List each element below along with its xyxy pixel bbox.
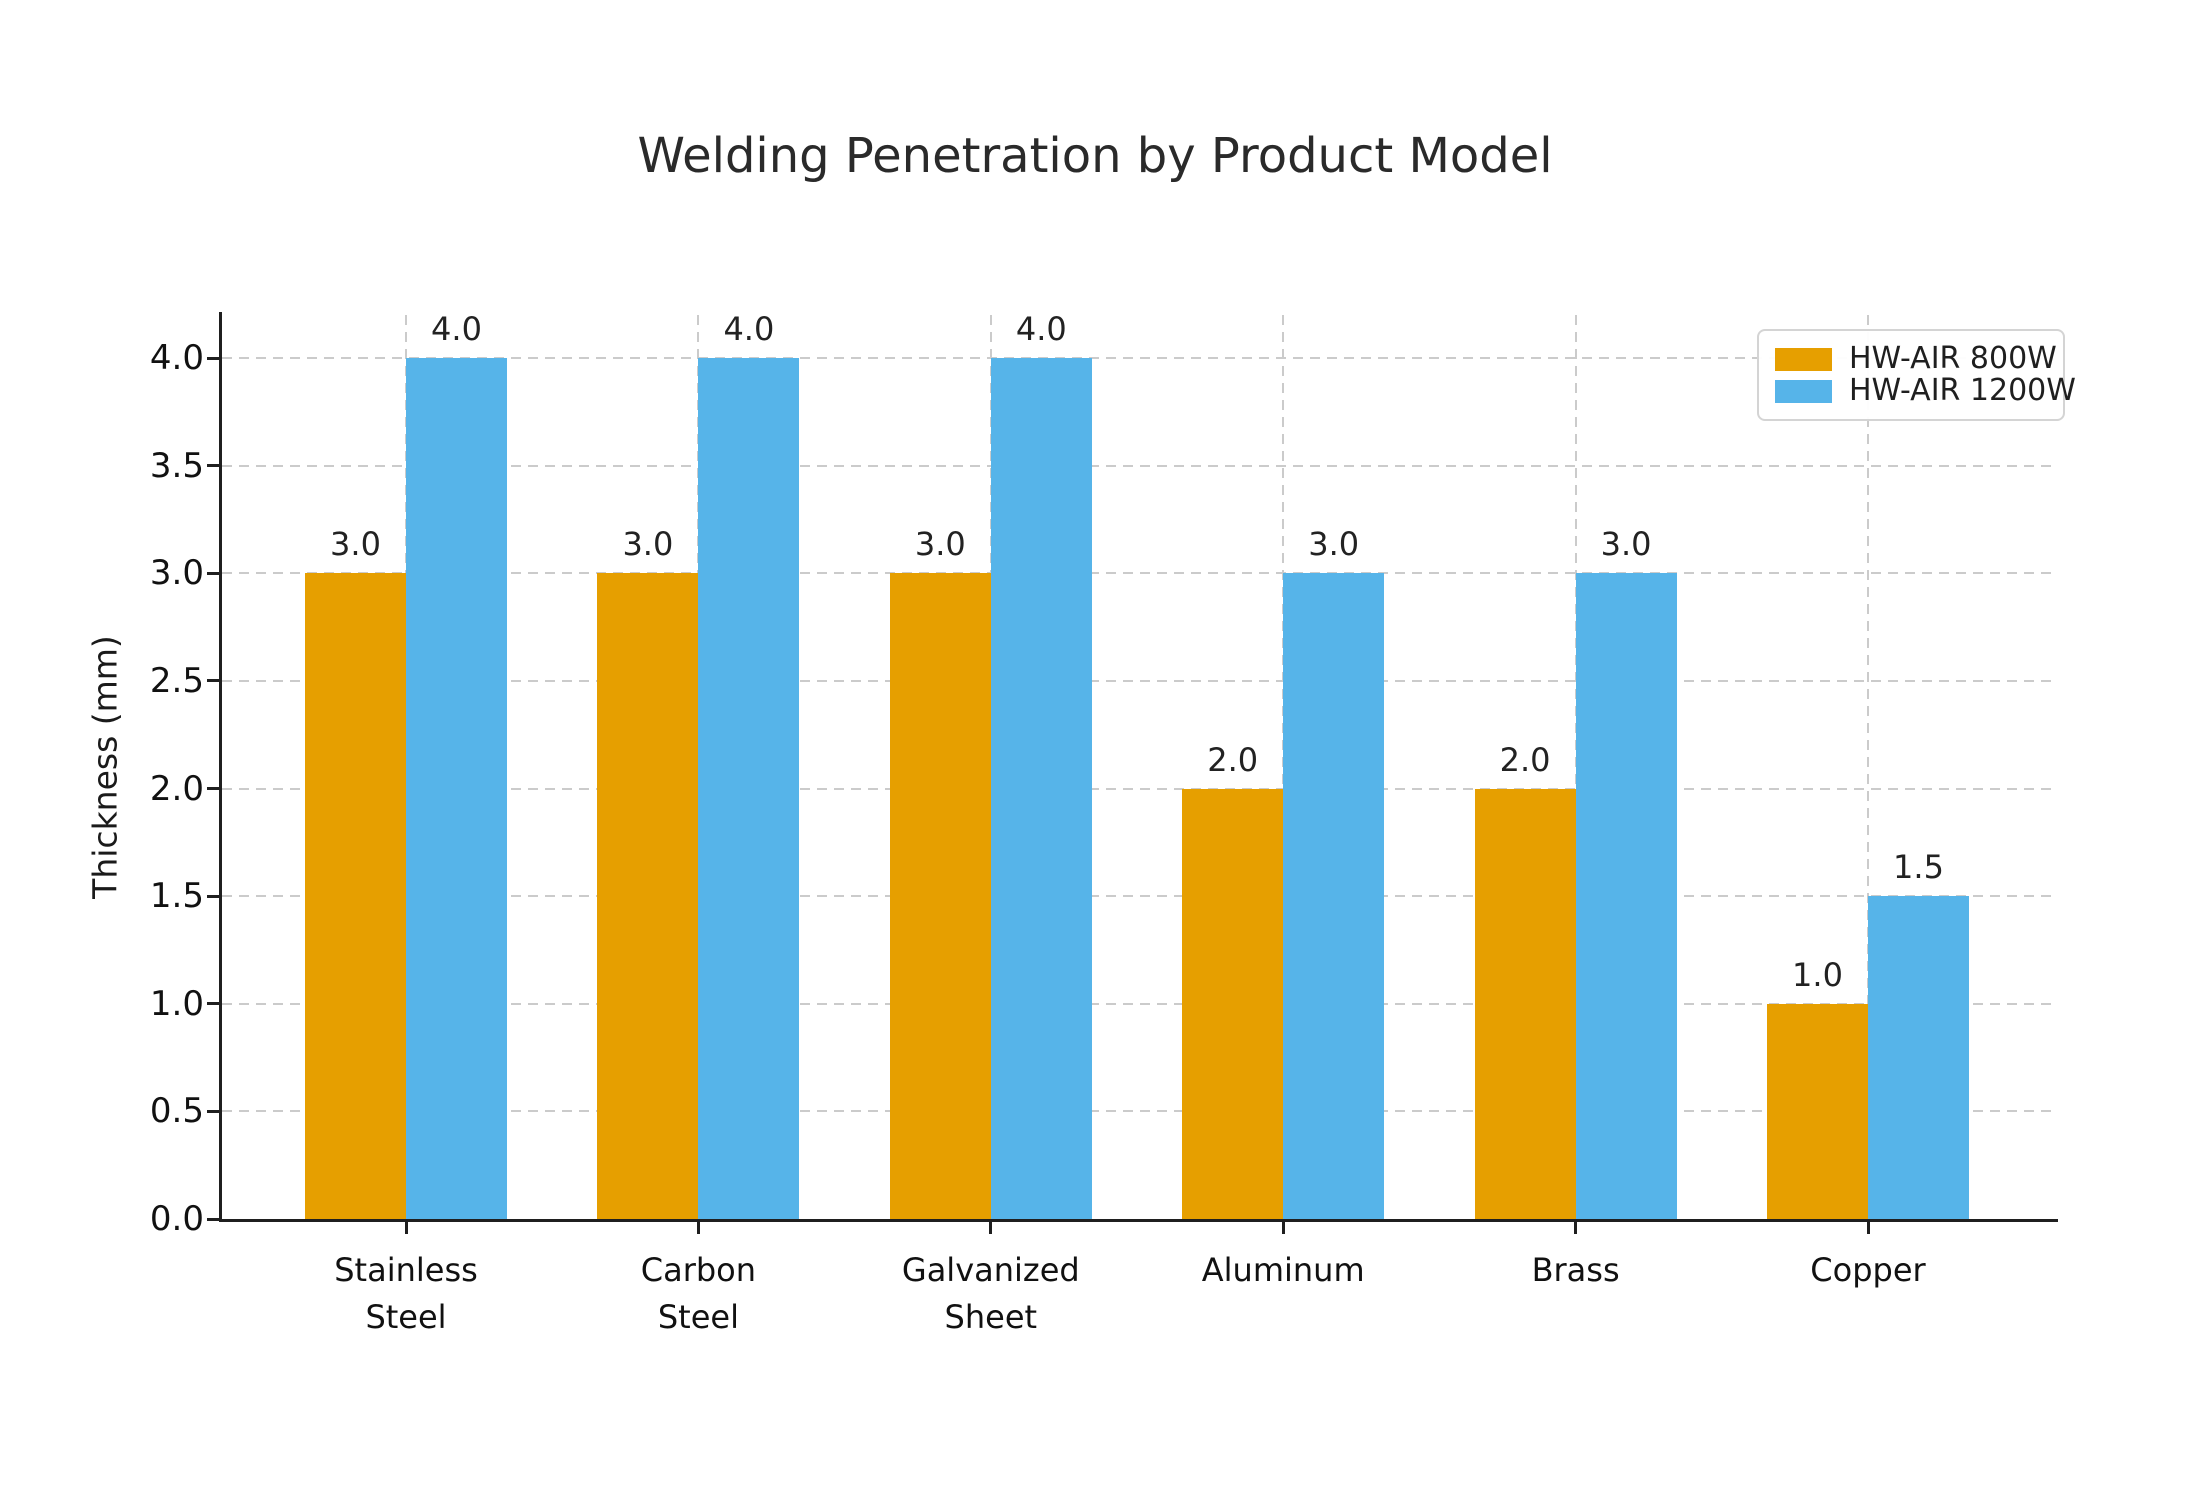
x-tick-mark	[1574, 1219, 1578, 1234]
y-tick-label: 3.0	[149, 553, 204, 594]
y-tick-mark	[207, 894, 222, 898]
horizontal-gridline	[222, 1002, 2055, 1005]
x-tick-mark	[696, 1219, 700, 1234]
legend-item-hw-air-1200w: HW-AIR 1200W	[1775, 375, 2076, 407]
bar-value-label: 1.0	[1792, 955, 1843, 994]
horizontal-gridline	[222, 357, 2055, 360]
bar-hw-air-800w	[889, 573, 991, 1219]
y-tick-label: 0.0	[149, 1199, 204, 1239]
vertical-gridline	[1867, 315, 1869, 1219]
y-tick-mark	[207, 571, 222, 575]
horizontal-gridline	[222, 895, 2055, 898]
bar-hw-air-1200w	[406, 358, 507, 1219]
bar-value-label: 1.5	[1893, 848, 1944, 887]
bar-value-label: 4.0	[1015, 310, 1067, 349]
y-tick-mark	[207, 356, 222, 360]
legend-swatch-hw-air-1200w	[1775, 379, 1832, 403]
bar-value-label: 2.0	[1499, 740, 1551, 779]
y-tick-mark	[207, 1002, 222, 1006]
y-axis-spine	[219, 312, 222, 1222]
bar-value-label: 3.0	[914, 525, 966, 564]
x-tick-mark	[1866, 1219, 1870, 1234]
bar-hw-air-1200w	[1868, 896, 1969, 1219]
bar-value-label: 4.0	[723, 310, 775, 349]
legend-label-hw-air-800w: HW-AIR 800W	[1849, 341, 2057, 376]
y-tick-mark	[207, 1109, 222, 1113]
y-tick-mark	[207, 787, 222, 791]
plot-area: 0.0 0.5 1.0 1.5 2.0 2.5 3.0 3.5 4.0 Stainless Ste…	[150, 311, 2055, 1336]
y-tick-label: 2.5	[149, 660, 204, 701]
bar-value-label: 3.0	[330, 525, 381, 564]
y-tick-label: 0.5	[149, 1091, 204, 1132]
horizontal-gridline	[222, 572, 2055, 575]
bar-value-label: 2.0	[1207, 740, 1259, 779]
category-label: Brass	[1531, 1251, 1620, 1289]
y-tick-mark	[207, 1217, 222, 1221]
bar-hw-air-800w	[1474, 788, 1576, 1219]
bar-hw-air-800w	[305, 573, 406, 1219]
bar-hw-air-1200w	[990, 358, 1092, 1219]
y-tick-label: 1.5	[149, 876, 204, 917]
bar-value-label: 4.0	[431, 310, 482, 349]
x-tick-mark	[989, 1219, 993, 1234]
bar-hw-air-1200w	[1575, 573, 1677, 1219]
y-tick-mark	[207, 679, 222, 683]
x-tick-mark	[1281, 1219, 1285, 1234]
category-label: Stainless Steel	[334, 1251, 478, 1336]
legend-item-hw-air-800w: HW-AIR 800W	[1775, 343, 2057, 375]
horizontal-gridline	[222, 679, 2055, 682]
category-label: Galvanized Sheet	[901, 1251, 1080, 1336]
horizontal-gridline	[222, 787, 2055, 790]
legend-label-hw-air-1200w: HW-AIR 1200W	[1849, 373, 2076, 408]
y-tick-label: 4.0	[149, 338, 204, 379]
bar-hw-air-800w	[597, 573, 699, 1219]
bar-hw-air-1200w	[1283, 573, 1385, 1219]
category-label: Aluminum	[1201, 1251, 1365, 1289]
chart-title: Welding Penetration by Product Model	[637, 128, 1553, 184]
horizontal-gridline	[222, 1110, 2055, 1113]
bar-value-label: 3.0	[1600, 525, 1652, 564]
bar-hw-air-1200w	[698, 358, 800, 1219]
x-axis-spine	[219, 1219, 2058, 1222]
x-tick-mark	[404, 1219, 408, 1234]
bar-hw-air-800w	[1767, 1003, 1868, 1219]
legend: HW-AIR 800W HW-AIR 1200W	[1757, 329, 2076, 421]
bar-hw-air-800w	[1182, 788, 1284, 1219]
y-tick-label: 3.5	[149, 445, 204, 486]
bar-value-label: 3.0	[622, 525, 674, 564]
category-label: Carbon Steel	[640, 1251, 757, 1336]
y-tick-mark	[207, 464, 222, 468]
category-label: Copper	[1810, 1251, 1926, 1289]
legend-swatch-hw-air-800w	[1775, 347, 1832, 371]
y-tick-label: 2.0	[149, 768, 204, 809]
horizontal-gridline	[222, 464, 2055, 467]
y-tick-label: 1.0	[149, 983, 204, 1024]
bar-value-label: 3.0	[1308, 525, 1360, 564]
